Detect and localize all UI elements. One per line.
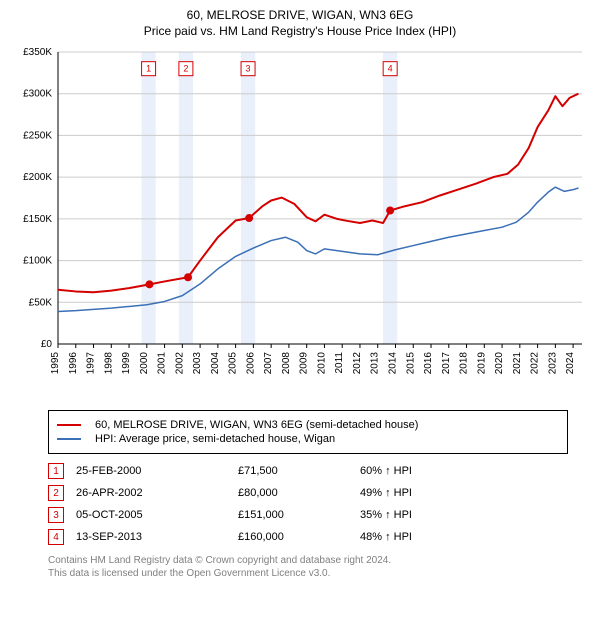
- svg-text:£0: £0: [41, 339, 53, 350]
- svg-text:2023: 2023: [547, 352, 558, 375]
- sale-date: 05-OCT-2005: [76, 509, 226, 521]
- sale-date: 26-APR-2002: [76, 487, 226, 499]
- legend-row-hpi: HPI: Average price, semi-detached house,…: [57, 433, 559, 445]
- svg-text:£350K: £350K: [23, 47, 52, 58]
- svg-text:£100K: £100K: [23, 256, 52, 267]
- sale-badge: 3: [48, 507, 64, 523]
- sale-price: £151,000: [238, 509, 348, 521]
- svg-text:2013: 2013: [370, 352, 381, 375]
- svg-text:2011: 2011: [334, 352, 345, 374]
- svg-text:2012: 2012: [352, 352, 363, 375]
- page-root: 60, MELROSE DRIVE, WIGAN, WN3 6EG Price …: [0, 0, 600, 584]
- legend-label-property: 60, MELROSE DRIVE, WIGAN, WN3 6EG (semi-…: [95, 419, 418, 431]
- title-subtitle: Price paid vs. HM Land Registry's House …: [8, 24, 592, 38]
- svg-text:2016: 2016: [423, 352, 434, 375]
- svg-text:£300K: £300K: [23, 89, 52, 100]
- svg-text:2005: 2005: [228, 352, 239, 375]
- svg-text:£50K: £50K: [29, 297, 53, 308]
- legend-swatch-hpi: [57, 438, 81, 440]
- svg-text:1: 1: [146, 64, 151, 74]
- sale-delta: 60% ↑ HPI: [360, 465, 470, 477]
- svg-text:2004: 2004: [210, 352, 221, 375]
- sale-delta: 35% ↑ HPI: [360, 509, 470, 521]
- svg-text:1995: 1995: [50, 352, 61, 375]
- price-chart: £0 £50K £100K £150K £200K £250K £300K £350K 1995…: [8, 44, 592, 404]
- legend-swatch-property: [57, 424, 81, 426]
- svg-text:2006: 2006: [245, 352, 256, 375]
- svg-text:2014: 2014: [387, 352, 398, 375]
- sale-price: £71,500: [238, 465, 348, 477]
- svg-text:1998: 1998: [103, 352, 114, 375]
- table-row: 2 26-APR-2002 £80,000 49% ↑ HPI: [48, 482, 568, 504]
- title-block: 60, MELROSE DRIVE, WIGAN, WN3 6EG Price …: [8, 8, 592, 38]
- legend-row-property: 60, MELROSE DRIVE, WIGAN, WN3 6EG (semi-…: [57, 419, 559, 431]
- svg-text:2002: 2002: [174, 352, 185, 375]
- svg-text:2015: 2015: [405, 352, 416, 375]
- sale-badge: 2: [48, 485, 64, 501]
- svg-text:2020: 2020: [494, 352, 505, 375]
- table-row: 3 05-OCT-2005 £151,000 35% ↑ HPI: [48, 504, 568, 526]
- table-row: 1 25-FEB-2000 £71,500 60% ↑ HPI: [48, 460, 568, 482]
- svg-text:2003: 2003: [192, 352, 203, 375]
- title-address: 60, MELROSE DRIVE, WIGAN, WN3 6EG: [8, 8, 592, 22]
- sale-delta: 49% ↑ HPI: [360, 487, 470, 499]
- sale-date: 25-FEB-2000: [76, 465, 226, 477]
- svg-text:2008: 2008: [281, 352, 292, 375]
- svg-text:£250K: £250K: [23, 130, 52, 141]
- svg-text:2000: 2000: [139, 352, 150, 375]
- svg-text:2017: 2017: [441, 352, 452, 375]
- legend-label-hpi: HPI: Average price, semi-detached house,…: [95, 433, 335, 445]
- svg-text:2009: 2009: [299, 352, 310, 375]
- sale-badge: 4: [48, 529, 64, 545]
- svg-text:2024: 2024: [565, 352, 576, 375]
- attribution-line1: Contains HM Land Registry data © Crown c…: [48, 554, 568, 567]
- attribution: Contains HM Land Registry data © Crown c…: [48, 554, 568, 580]
- attribution-line2: This data is licensed under the Open Gov…: [48, 567, 568, 580]
- sale-price: £160,000: [238, 531, 348, 543]
- svg-text:2007: 2007: [263, 352, 274, 375]
- svg-text:2: 2: [183, 64, 188, 74]
- svg-text:3: 3: [246, 64, 251, 74]
- legend: 60, MELROSE DRIVE, WIGAN, WN3 6EG (semi-…: [48, 410, 568, 454]
- svg-text:1999: 1999: [121, 352, 132, 375]
- svg-text:4: 4: [388, 64, 393, 74]
- sale-delta: 48% ↑ HPI: [360, 531, 470, 543]
- table-row: 4 13-SEP-2013 £160,000 48% ↑ HPI: [48, 526, 568, 548]
- svg-text:2019: 2019: [476, 352, 487, 375]
- svg-text:2022: 2022: [530, 352, 541, 375]
- svg-text:£200K: £200K: [23, 172, 52, 183]
- svg-text:1997: 1997: [86, 352, 97, 375]
- svg-text:2001: 2001: [157, 352, 168, 375]
- sale-date: 13-SEP-2013: [76, 531, 226, 543]
- svg-text:2021: 2021: [512, 352, 523, 375]
- chart-area: £0 £50K £100K £150K £200K £250K £300K £350K 1995…: [8, 44, 592, 404]
- svg-text:£150K: £150K: [23, 214, 52, 225]
- sale-badge: 1: [48, 463, 64, 479]
- sales-table: 1 25-FEB-2000 £71,500 60% ↑ HPI 2 26-APR…: [48, 460, 568, 548]
- svg-text:1996: 1996: [68, 352, 79, 375]
- svg-text:2018: 2018: [459, 352, 470, 375]
- sale-price: £80,000: [238, 487, 348, 499]
- svg-text:2010: 2010: [316, 352, 327, 375]
